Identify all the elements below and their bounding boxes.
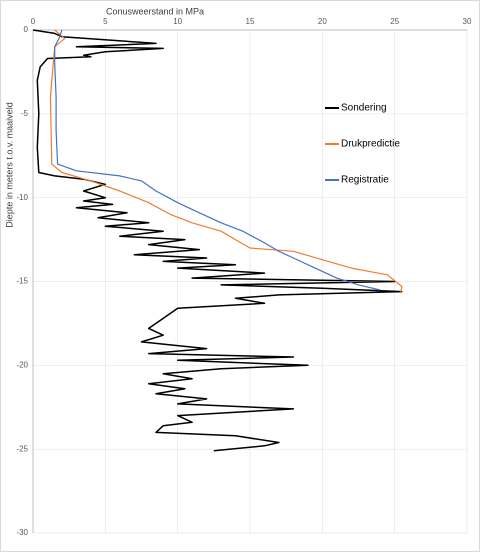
y-tick-label: -30 bbox=[16, 528, 28, 537]
x-tick-label: 25 bbox=[390, 17, 399, 26]
series-line bbox=[54, 29, 381, 291]
x-tick-label: 20 bbox=[318, 17, 327, 26]
x-axis-title: Conusweerstand in MPa bbox=[106, 6, 204, 16]
y-axis-title: Diepte in meters t.o.v. maaiveld bbox=[4, 102, 14, 227]
x-tick-label: 5 bbox=[103, 17, 108, 26]
legend-label: Sondering bbox=[341, 103, 387, 114]
y-tick-label: -15 bbox=[16, 277, 28, 286]
x-tick-label: 10 bbox=[173, 17, 182, 26]
series-line bbox=[32, 29, 403, 452]
legend-label: Registratie bbox=[341, 175, 389, 186]
y-tick-label: -10 bbox=[16, 193, 28, 202]
y-tick-label: -5 bbox=[21, 109, 29, 118]
x-tick-label: 0 bbox=[31, 17, 36, 26]
y-tick-label: 0 bbox=[24, 25, 29, 34]
x-tick-label: 15 bbox=[246, 17, 255, 26]
legend-label: Drukpredictie bbox=[341, 139, 400, 150]
y-tick-label: -25 bbox=[16, 444, 28, 453]
x-tick-label: 30 bbox=[463, 17, 472, 26]
y-tick-label: -20 bbox=[16, 360, 28, 369]
series-line bbox=[49, 29, 403, 294]
